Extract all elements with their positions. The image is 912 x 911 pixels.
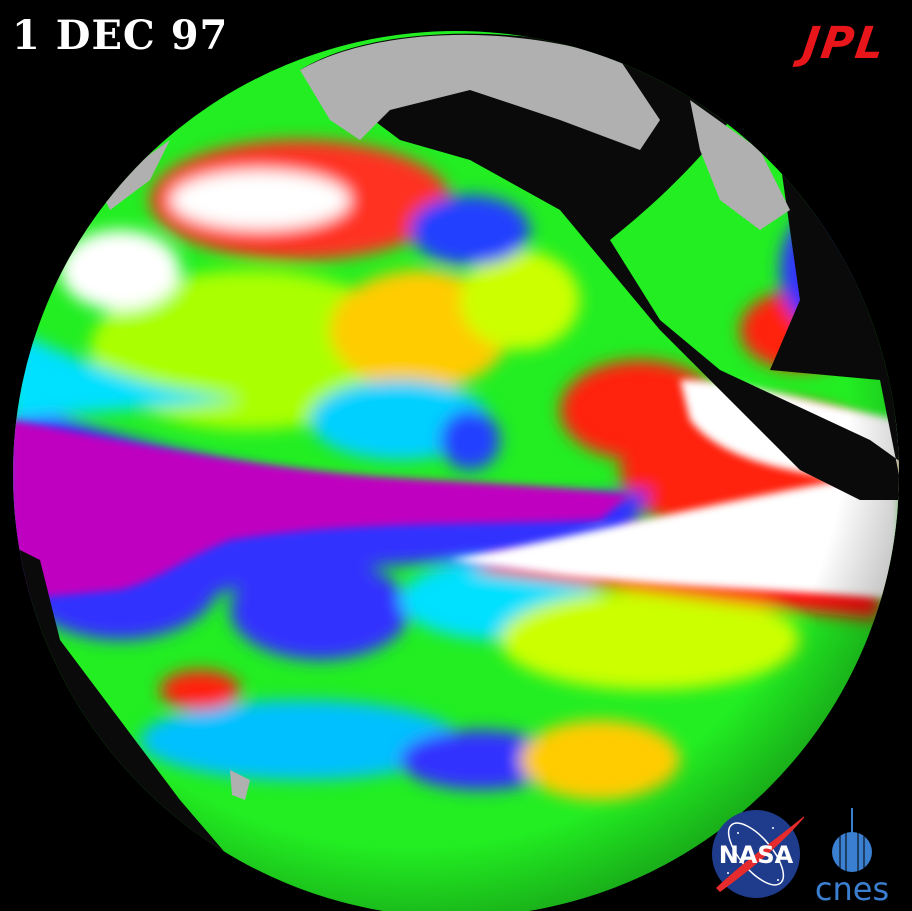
cnes-logo: cnes (815, 808, 889, 904)
svg-text:NASA: NASA (719, 841, 794, 869)
svg-text:cnes: cnes (815, 870, 889, 904)
nasa-logo: NASA (712, 810, 804, 898)
jpl-logo: JPL (799, 18, 890, 69)
alaska-snow (300, 34, 660, 150)
date-label: 1 DEC 97 (12, 12, 229, 59)
